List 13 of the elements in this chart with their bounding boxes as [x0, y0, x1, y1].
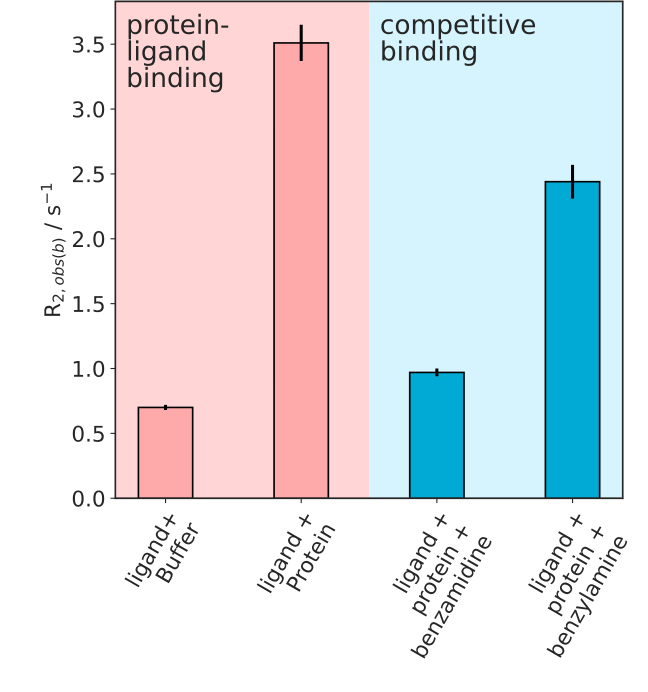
y-tick-label: 1.5	[74, 296, 104, 312]
bar	[138, 406, 194, 498]
y-tick-label: 3.5	[73, 36, 104, 53]
bar	[408, 372, 465, 498]
band-label: protein- ligand binding	[128, 14, 228, 92]
y-tick-label: 3.0	[73, 101, 104, 118]
y-tick-label: 1.0	[74, 360, 104, 377]
band-label: competitive binding	[381, 14, 536, 66]
y-tick-label: 2.5	[72, 166, 104, 182]
y-axis-title: R$_{2,obs(b)}$ / s$^{−1}$	[40, 184, 66, 316]
y-tick-label: 0.5	[72, 426, 104, 442]
y-tick-label: 0.0	[72, 490, 104, 507]
y-tick-label: 2.0	[72, 230, 104, 248]
